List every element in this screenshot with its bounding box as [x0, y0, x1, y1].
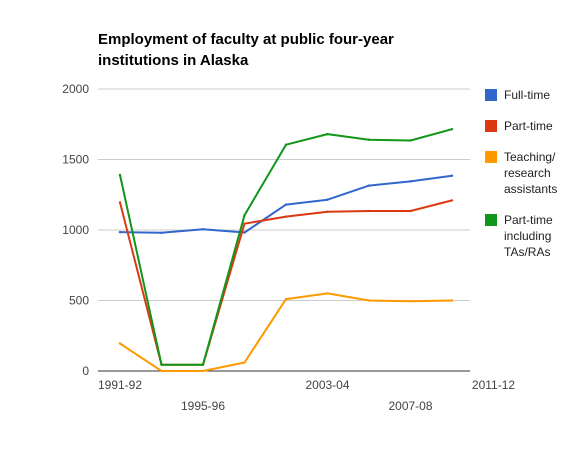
data-point-part-time-1991-92 — [118, 201, 122, 204]
data-point-part-time-including-tas-ras-1991-92 — [118, 173, 122, 177]
legend: Full-time Part-time Teaching/research assis… — [485, 88, 557, 259]
x-tick-label-1995-96: 1995-96 — [181, 399, 225, 413]
data-point-part-time-2009-10 — [450, 199, 454, 202]
legend-label-line: Full-time — [504, 88, 550, 102]
data-point-full-time-2003-04 — [326, 198, 329, 201]
series-lines — [118, 127, 454, 373]
data-point-full-time-1993-94 — [160, 231, 163, 235]
data-point-full-time-2005-06 — [367, 184, 371, 187]
y-tick-label-1000: 1000 — [62, 223, 89, 237]
legend-swatch-teaching-research-assistants — [485, 151, 497, 163]
legend-label-line: including — [504, 229, 551, 243]
data-point-teaching-research-assistants-2005-06 — [367, 299, 371, 302]
x-tick-label-2011-12: 2011-12 — [472, 378, 515, 392]
data-point-full-time-2009-10 — [450, 174, 454, 177]
data-point-part-time-including-tas-ras-1995-96 — [201, 363, 205, 366]
data-point-full-time-2007-08 — [409, 180, 412, 183]
data-point-teaching-research-assistants-2007-08 — [409, 300, 412, 303]
legend-label-line: Part-time — [504, 213, 553, 227]
x-tick-label-2003-04: 2003-04 — [305, 378, 349, 392]
data-point-part-time-2005-06 — [367, 209, 371, 213]
legend-label-part-time: Part-time — [504, 119, 553, 133]
y-axis-tick-labels: 0 500 1000 1500 2000 — [62, 82, 89, 378]
data-point-part-time-including-tas-ras-2005-06 — [367, 138, 371, 141]
y-tick-label-2000: 2000 — [62, 82, 89, 96]
data-point-teaching-research-assistants-2009-10 — [450, 299, 454, 302]
legend-label-line: TAs/RAs — [504, 245, 550, 259]
legend-label-full-time: Full-time — [504, 88, 550, 102]
data-point-part-time-including-tas-ras-2003-04 — [326, 132, 329, 136]
legend-label-line: Part-time — [504, 119, 553, 133]
legend-label-part-time-including-tas-ras: Part-time including TAs/RAs — [504, 213, 553, 259]
data-point-teaching-research-assistants-1997-98 — [243, 361, 246, 364]
y-tick-label-0: 0 — [82, 364, 89, 378]
data-point-part-time-2007-08 — [409, 209, 412, 213]
legend-label-line: Teaching/ — [504, 150, 556, 164]
data-point-full-time-1999-00 — [284, 203, 288, 206]
legend-label-teaching-research-assistants: Teaching/research assistants — [504, 150, 557, 196]
legend-swatch-part-time — [485, 120, 497, 132]
chart-title-line-2: institutions in Alaska — [98, 52, 249, 69]
legend-swatch-part-time-including-tas-ras — [485, 214, 497, 226]
data-point-part-time-1997-98 — [243, 222, 246, 225]
data-point-part-time-including-tas-ras-2009-10 — [450, 127, 454, 131]
data-point-part-time-including-tas-ras-1999-00 — [284, 143, 288, 146]
data-point-part-time-1999-00 — [284, 215, 288, 218]
data-point-teaching-research-assistants-2003-04 — [326, 292, 329, 295]
legend-label-line: research — [504, 166, 551, 180]
chart-title-line-1: Employment of faculty at public four-yea… — [98, 31, 394, 48]
data-point-teaching-research-assistants-1991-92 — [118, 342, 122, 345]
data-point-full-time-1997-98 — [243, 231, 246, 234]
legend-swatch-full-time — [485, 89, 497, 101]
data-point-full-time-1995-96 — [201, 228, 205, 231]
legend-label-line: assistants — [504, 182, 557, 196]
x-tick-label-1991-92: 1991-92 — [98, 378, 142, 392]
x-tick-label-2007-08: 2007-08 — [388, 399, 432, 413]
x-axis-tick-labels: 1991-92 1995-96 2003-04 2007-08 2011-12 — [98, 378, 515, 413]
data-point-part-time-2003-04 — [326, 210, 329, 213]
data-point-part-time-including-tas-ras-2007-08 — [409, 139, 412, 142]
data-point-full-time-1991-92 — [118, 230, 122, 234]
data-point-teaching-research-assistants-1999-00 — [284, 297, 288, 301]
data-point-part-time-including-tas-ras-1993-94 — [160, 363, 163, 366]
data-point-part-time-including-tas-ras-1997-98 — [243, 213, 246, 217]
data-point-teaching-research-assistants-1993-94 — [160, 369, 163, 373]
y-tick-label-500: 500 — [69, 294, 89, 308]
data-point-teaching-research-assistants-1995-96 — [201, 369, 205, 373]
y-tick-label-1500: 1500 — [62, 153, 89, 167]
